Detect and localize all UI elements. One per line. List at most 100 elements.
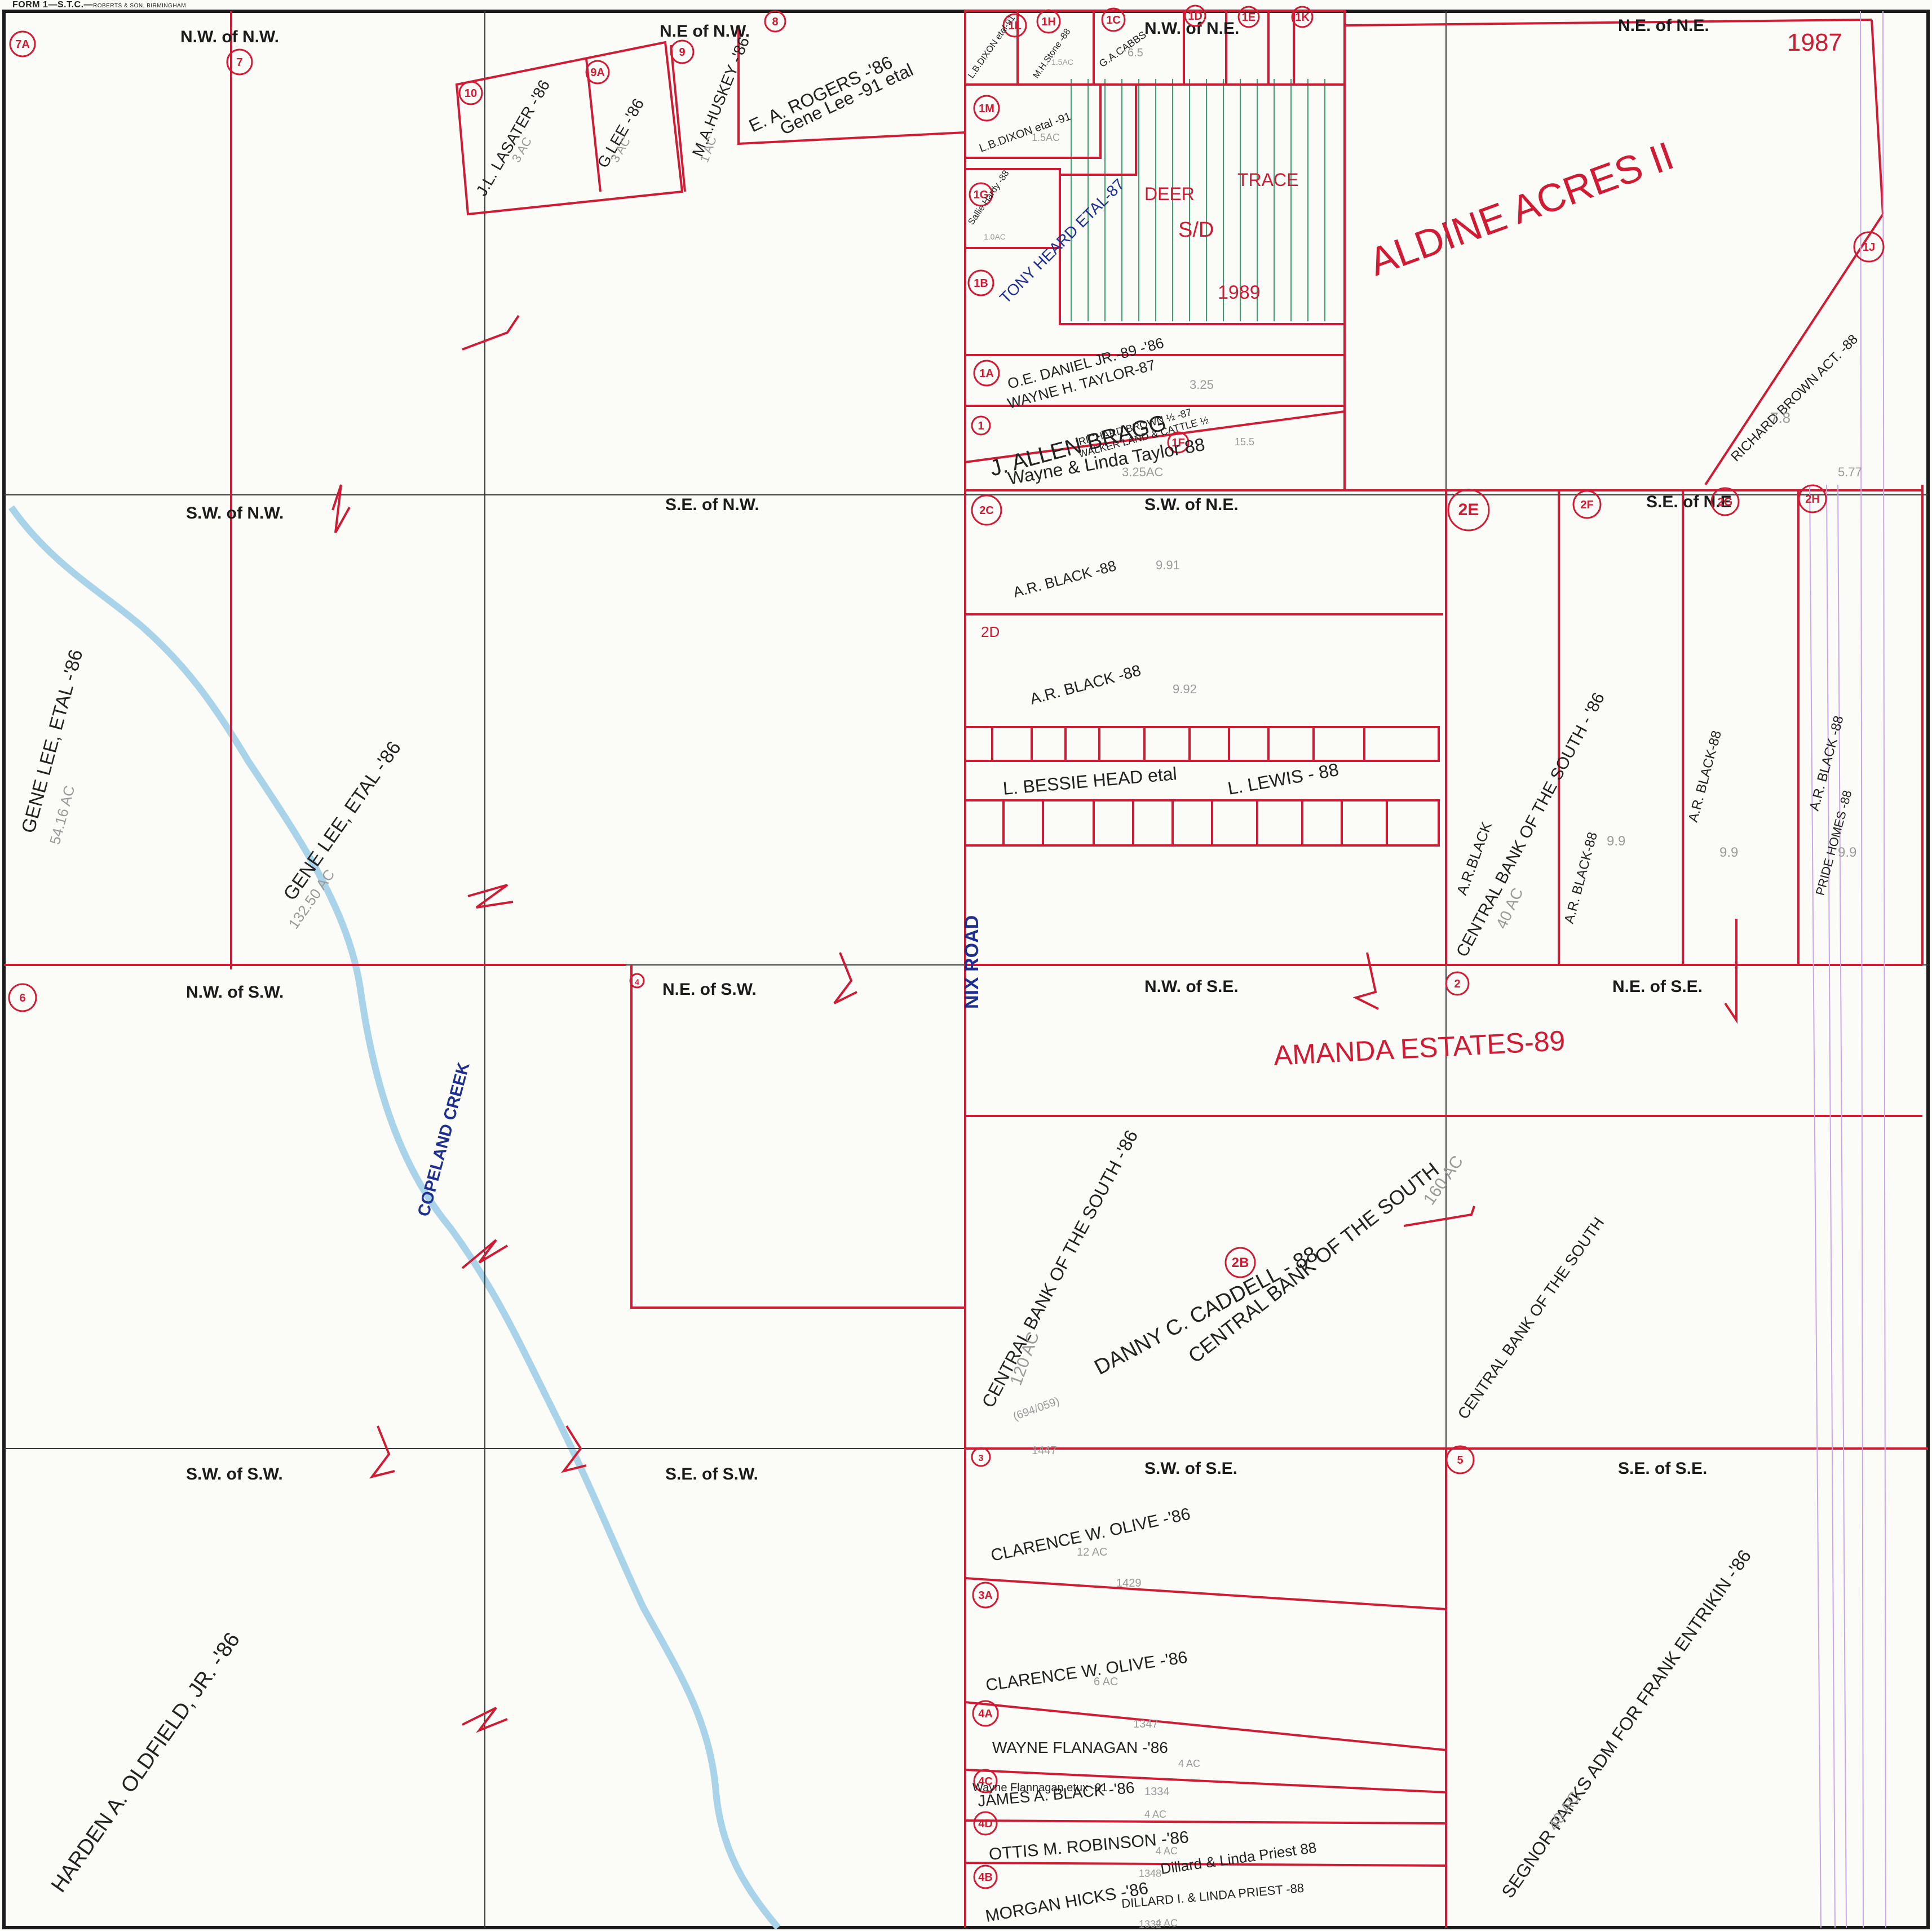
owner-priest-2: DILLARD I. & LINDA PRIEST -88 [1121, 1881, 1305, 1911]
owner-arblack-2g: A.R. BLACK-88 [1686, 729, 1725, 824]
quarter-label-se-se: S.E. of S.E. [1618, 1459, 1707, 1478]
deer-trace-hatch [1059, 79, 1325, 321]
label-2d: 2D [981, 623, 1000, 640]
trace-label: TRACE [1237, 170, 1298, 190]
parcel-1j: 1J [1863, 241, 1875, 254]
parcel-5: 5 [1457, 1454, 1463, 1467]
parcel-2e: 2E [1458, 501, 1479, 519]
acreage-wlt: 3.25AC [1122, 465, 1163, 479]
acreage-2c: 9.91 [1156, 558, 1180, 572]
parcel-2g: 2G [1718, 496, 1733, 508]
acreage-stone: 1.5AC [1051, 57, 1073, 67]
copeland-creek-line [8, 505, 781, 1930]
quarter-label-ne-nw: N.E of N.W. [660, 22, 750, 41]
parcel-2c: 2C [979, 504, 994, 517]
acreage-brown: 15.5 [1235, 436, 1254, 448]
quarter-label-nw-nw: N.W. of N.W. [180, 28, 279, 46]
quarter-label-ne-ne: N.E. of N.E. [1618, 16, 1709, 35]
book-ref-6: 1332 [1139, 1919, 1161, 1930]
aldine-year: 1987 [1787, 29, 1842, 56]
book-ref-3: 1347 [1133, 1718, 1159, 1730]
owner-flanagan: WAYNE FLANAGAN -'86 [992, 1739, 1168, 1756]
owner-cbs-2e: CENTRAL BANK OF THE SOUTH - '86 [1453, 690, 1608, 960]
deer-label: DEER [1144, 184, 1195, 204]
acreage-cabbs: 6.5 [1128, 47, 1143, 59]
acreage-rbrown: 7.8 [1770, 409, 1790, 426]
acreage-robinson: 4 AC [1156, 1845, 1178, 1857]
parcel-1m: 1M [979, 103, 994, 115]
parcel-9: 9 [679, 46, 685, 59]
book-ref-4: 1334 [1144, 1786, 1170, 1798]
parcel-4d: 4D [978, 1818, 993, 1830]
parcel-9a: 9A [590, 67, 605, 79]
parcel-2b: 2B [1232, 1255, 1249, 1270]
parcel-2: 2 [1454, 978, 1460, 990]
parcel-3a: 3A [978, 1589, 993, 1602]
quarter-label-nw-sw: N.W. of S.W. [186, 983, 284, 1002]
book-ref-2: 1429 [1116, 1577, 1142, 1589]
parcel-lines [4, 10, 1928, 1928]
owner-arblack-2f: A.R. BLACK-88 [1562, 831, 1601, 925]
parcel-7a: 7A [15, 38, 30, 51]
parcel-1c: 1C [1106, 14, 1121, 26]
owner-parks: SEGNOR PARKS ADM FOR FRANK ENTRIKIN -'86 [1497, 1546, 1755, 1902]
right-edge-lines [1809, 11, 1886, 1928]
parcel-1: 1 [978, 420, 984, 432]
owner-heard: TONY HEARD ETAL-87 [996, 175, 1128, 307]
owner-genelee-etal-2: GENE LEE, ETAL -'86 [279, 737, 405, 904]
owner-genelee-etal: GENE LEE, ETAL -'86 [17, 647, 87, 835]
owner-olive-2: CLARENCE W. OLIVE -'86 [984, 1648, 1188, 1695]
quarter-label-se-ne: S.E. of N.E [1646, 493, 1732, 511]
sd-year-label: 1989 [1218, 282, 1261, 303]
form-publisher: ROBERTS & SON, BIRMINGHAM [93, 3, 187, 9]
quarter-label-nw-se: N.W. of S.E. [1144, 977, 1239, 996]
owner-arblack-2c: A.R. BLACK -88 [1011, 557, 1118, 601]
acreage-2d: 9.92 [1173, 682, 1197, 696]
owner-stone: M.H.Stone -88 [1031, 27, 1072, 80]
parcel-1a: 1A [979, 367, 994, 380]
owner-huskey: M.A.HUSKEY -'86 [689, 34, 753, 159]
quarter-label-nw-ne: N.W. of N.E. [1144, 19, 1239, 38]
form-header: FORM 1—S.T.C.—ROBERTS & SON, BIRMINGHAM [12, 0, 186, 10]
amanda-label: AMANDA ESTATES-89 [1273, 1025, 1566, 1071]
parcel-1k: 1K [1295, 11, 1310, 24]
parcel-2f: 2F [1580, 499, 1593, 511]
parcel-3: 3 [979, 1454, 984, 1463]
parcel-4c: 4C [978, 1775, 993, 1788]
parcel-10: 10 [465, 87, 477, 100]
owner-lewis: L. LEWIS - 88 [1226, 759, 1340, 799]
acreage-olive-2: 6 AC [1094, 1676, 1118, 1688]
parcel-6: 6 [19, 992, 25, 1004]
parcel-1e: 1E [1242, 11, 1255, 24]
book-ref-1: 1447 [1032, 1445, 1057, 1457]
acreage-dixon: 1.5AC [1032, 132, 1060, 143]
parcel-4a: 4A [978, 1708, 993, 1720]
parcel-1d: 1D [1188, 10, 1202, 23]
owner-cbs-ne-se: CENTRAL BANK OF THE SOUTH [1454, 1214, 1608, 1423]
nix-road-label: NIX ROAD [961, 915, 983, 1009]
owner-bessie: L. BESSIE HEAD etal [1002, 763, 1177, 799]
sd-label: S/D [1178, 218, 1214, 242]
copeland-creek-label: COPELAND CREEK [414, 1060, 474, 1219]
zigzag-marks [331, 484, 1738, 1733]
quarter-label-sw-sw: S.W. of S.W. [186, 1465, 283, 1483]
owner-dixon-1l: L.B.DIXON etal-91 [966, 14, 1017, 80]
parcel-1l: 1L [1008, 20, 1021, 32]
parcel-7: 7 [236, 56, 242, 69]
quarter-label-ne-se: N.E. of S.E. [1612, 977, 1703, 996]
quarter-label-se-sw: S.E. of S.W. [665, 1465, 758, 1483]
owner-arblack-2d: A.R. BLACK -88 [1028, 661, 1143, 707]
quarter-label-sw-nw: S.W. of N.W. [186, 504, 284, 522]
parcel-4: 4 [635, 977, 639, 986]
book-ref-5: 1348 [1139, 1868, 1161, 1879]
acreage-genelee: 54.16 AC [46, 783, 78, 846]
aldine-label: ALDINE ACRES II [1363, 134, 1679, 285]
parcel-4b: 4B [978, 1871, 993, 1884]
parcel-1h: 1H [1041, 16, 1056, 28]
parcel-markers [8, 5, 1885, 1889]
parcel-1f: 1F [1171, 437, 1184, 449]
acreage-sallie: 1.0AC [984, 232, 1006, 241]
acreage-2h: 9.9 [1838, 845, 1856, 860]
form-title: FORM 1—S.T.C.— [12, 0, 94, 10]
